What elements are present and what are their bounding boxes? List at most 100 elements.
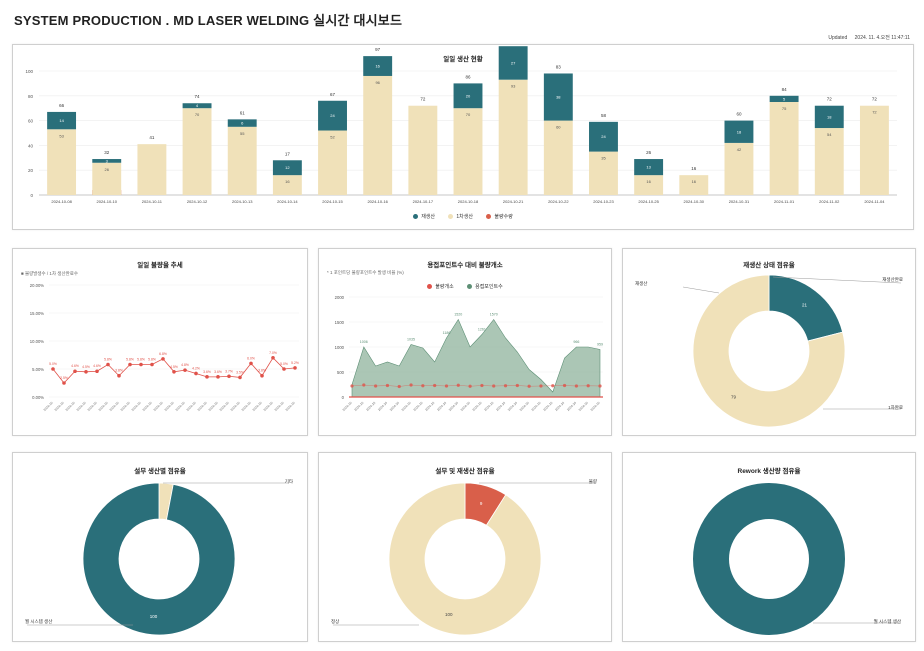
bar-segment-rework bbox=[182, 103, 212, 109]
updated-timestamp: Updated 2024. 11. 4.오전 11:47:11 bbox=[822, 34, 910, 41]
bar-segment-rework bbox=[589, 121, 618, 152]
x-tick-label: 2024-10 bbox=[472, 401, 483, 412]
defect-points-point bbox=[586, 384, 590, 388]
defect-rate-label: 4.5% bbox=[82, 365, 90, 369]
bar-total-label: 58 bbox=[601, 113, 607, 118]
x-tick-label: 2024-10 bbox=[424, 401, 435, 412]
y-tick-label: 1000 bbox=[335, 345, 345, 350]
x-tick-label: 2024-10 bbox=[554, 401, 565, 412]
bar-segment-label: 3 bbox=[106, 158, 109, 163]
pie2-annotation-right: 기타 bbox=[284, 479, 293, 484]
defect-rate-label: 7.0% bbox=[269, 351, 277, 355]
defect-rate-point bbox=[128, 362, 132, 367]
pie1-annotation-bottom: 1차완료 bbox=[888, 405, 903, 410]
defect-rate-label: 4.6% bbox=[71, 364, 79, 368]
y-tick-label: 40 bbox=[28, 143, 34, 148]
x-tick-label: 2024-10-21 bbox=[503, 199, 524, 204]
defect-rate-point bbox=[238, 375, 242, 380]
leader-line bbox=[682, 286, 720, 294]
defect-rate-point bbox=[84, 370, 88, 374]
bar-total-label: 97 bbox=[375, 47, 381, 52]
defect-rate-point bbox=[172, 370, 176, 374]
defect-points-point bbox=[374, 384, 378, 388]
donut-slice bbox=[388, 482, 542, 636]
pie3-annotation-right: 불량 bbox=[588, 479, 597, 484]
pie4-annotation-right: 월 시스템 생산 bbox=[873, 619, 901, 624]
weld-points-label: 1035 bbox=[407, 338, 415, 342]
bar-segment-first bbox=[589, 151, 618, 195]
x-tick-label: 2024-10 bbox=[120, 401, 131, 412]
page-title: SYSTEM PRODUCTION . MD LASER WELDING 실시간… bbox=[14, 13, 403, 28]
x-tick-label: 2024-10 bbox=[436, 401, 447, 412]
bar-segment-rework bbox=[453, 83, 483, 109]
bar-segment-first bbox=[318, 130, 347, 195]
x-tick-label: 2024-10 bbox=[566, 401, 577, 412]
bar-segment-rework bbox=[634, 159, 664, 176]
x-tick-label: 2024-10-14 bbox=[277, 199, 298, 204]
x-tick-label: 2024-11-01 bbox=[774, 199, 795, 204]
bar-total-label: 67 bbox=[330, 92, 336, 97]
donut-slice-label: 100 bbox=[150, 614, 158, 619]
defect-rate-label: 2.5% bbox=[60, 376, 68, 380]
bar-total-label: 17 bbox=[285, 151, 291, 156]
defect-rate-point bbox=[249, 361, 253, 366]
bar-segment-label: 54 bbox=[827, 132, 832, 137]
bar-segment-first bbox=[408, 105, 438, 195]
bar-segment-label: 5 bbox=[783, 96, 786, 101]
bar-segment-first bbox=[498, 79, 528, 195]
y-tick-label: 0 bbox=[30, 193, 33, 198]
x-tick-label: 2024-10 bbox=[109, 401, 120, 412]
y-tick-label: 0.00% bbox=[32, 395, 44, 400]
bar-segment-rework bbox=[769, 95, 799, 102]
bar-segment-label: 6 bbox=[241, 121, 244, 126]
defect-rate-point bbox=[282, 367, 286, 371]
bar-segment-label: 52 bbox=[330, 135, 335, 140]
x-tick-label: 2024-10 bbox=[175, 401, 186, 412]
x-tick-label: 2024-10 bbox=[389, 401, 400, 412]
bar-segment-label: 13 bbox=[646, 165, 651, 170]
weld-points-label: 959 bbox=[597, 343, 603, 347]
bar-segment-label: 42 bbox=[737, 147, 742, 152]
x-tick-label: 2024-10-16 bbox=[367, 199, 388, 204]
bar-segment-label: 75 bbox=[782, 106, 787, 111]
weld-points-card: 용접포인트수 대비 불량개소 * 1 포인트당 불량포인트수 발생 비율 (%)… bbox=[318, 248, 612, 436]
bar-total-label: 26 bbox=[646, 150, 652, 155]
x-tick-label: 2024-10 bbox=[365, 401, 376, 412]
weld-points-title: 용접포인트수 대비 불량개소 bbox=[427, 262, 503, 269]
x-tick-label: 2024-11-02 bbox=[819, 199, 840, 204]
x-tick-label: 2024-10 bbox=[507, 401, 518, 412]
defect-rate-label: 4.8% bbox=[181, 363, 189, 367]
rework-share-card: Rework 생산량 점유율 월 시스템 생산 bbox=[622, 452, 916, 642]
defect-points-point bbox=[409, 383, 413, 387]
daily-production-legend: 재생산 1차생산 불량수량 bbox=[13, 213, 913, 220]
y-tick-label: 15.00% bbox=[30, 311, 44, 316]
x-tick-label: 2024-10 bbox=[98, 401, 109, 412]
defect-rate-point bbox=[139, 362, 143, 367]
bar-segment-label: 18 bbox=[827, 114, 832, 119]
defect-rate-point bbox=[51, 367, 55, 371]
defect-rate-point bbox=[293, 366, 297, 370]
weld-points-label: 1261 bbox=[478, 328, 486, 332]
defect-share-title: 설무 및 재생산 점유율 bbox=[435, 468, 495, 475]
y-tick-label: 60 bbox=[28, 119, 34, 124]
y-tick-label: 0 bbox=[342, 395, 345, 400]
x-tick-label: 2024-10 bbox=[483, 401, 494, 412]
pie1-annotation-right: 재생산완료 bbox=[882, 277, 903, 282]
defect-rate-label: 5.8% bbox=[126, 358, 134, 362]
x-tick-label: 2024-10 bbox=[531, 401, 542, 412]
updated-value: 2024. 11. 4.오전 11:47:11 bbox=[854, 35, 910, 41]
x-tick-label: 2024-11-04 bbox=[864, 199, 885, 204]
x-tick-label: 2024-10 bbox=[519, 401, 530, 412]
bar-segment-first bbox=[859, 105, 889, 195]
x-tick-label: 2024-10 bbox=[263, 401, 274, 412]
defect-rate-label: 5.8% bbox=[104, 358, 112, 362]
x-tick-label: 2024-10 bbox=[377, 401, 388, 412]
bar-total-label: 72 bbox=[827, 97, 833, 102]
x-tick-label: 2024-10 bbox=[76, 401, 87, 412]
defect-points-point bbox=[574, 384, 578, 388]
bar-segment-first bbox=[724, 142, 754, 195]
x-tick-label: 2024-10 bbox=[208, 401, 219, 412]
x-tick-label: 2024-10 bbox=[186, 401, 197, 412]
bar-segment-first bbox=[679, 175, 709, 195]
x-tick-label: 2024-10-17 bbox=[413, 199, 434, 204]
